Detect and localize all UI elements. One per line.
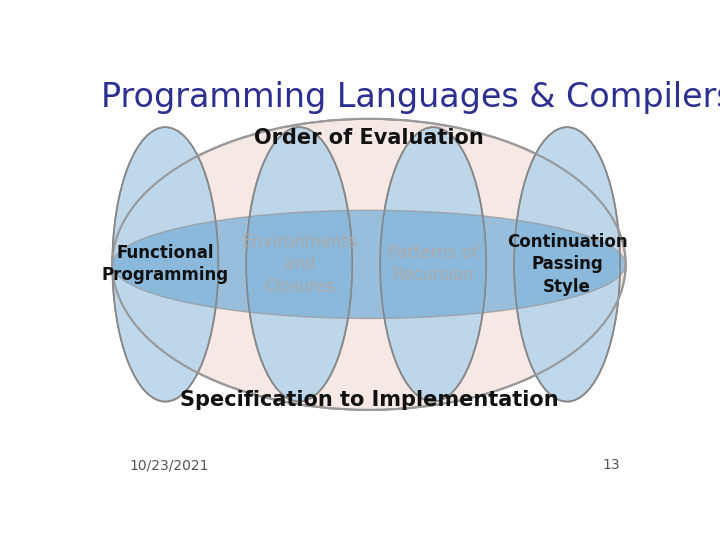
Ellipse shape (380, 127, 486, 402)
Text: Continuation
Passing
Style: Continuation Passing Style (507, 233, 627, 295)
Ellipse shape (514, 127, 620, 402)
Ellipse shape (246, 127, 352, 402)
Text: Environments
and
Closures: Environments and Closures (242, 233, 356, 295)
Text: Specification to Implementation: Specification to Implementation (180, 389, 558, 409)
Text: Functional
Programming: Functional Programming (102, 244, 229, 285)
Ellipse shape (112, 127, 218, 402)
Text: Patterns of
Recursion: Patterns of Recursion (388, 244, 478, 285)
Ellipse shape (112, 211, 626, 319)
Text: 10/23/2021: 10/23/2021 (129, 458, 209, 472)
Text: 13: 13 (603, 458, 620, 472)
Text: Order of Evaluation: Order of Evaluation (254, 127, 484, 147)
Text: Programming Languages & Compilers: Programming Languages & Compilers (101, 82, 720, 114)
Ellipse shape (112, 119, 626, 410)
